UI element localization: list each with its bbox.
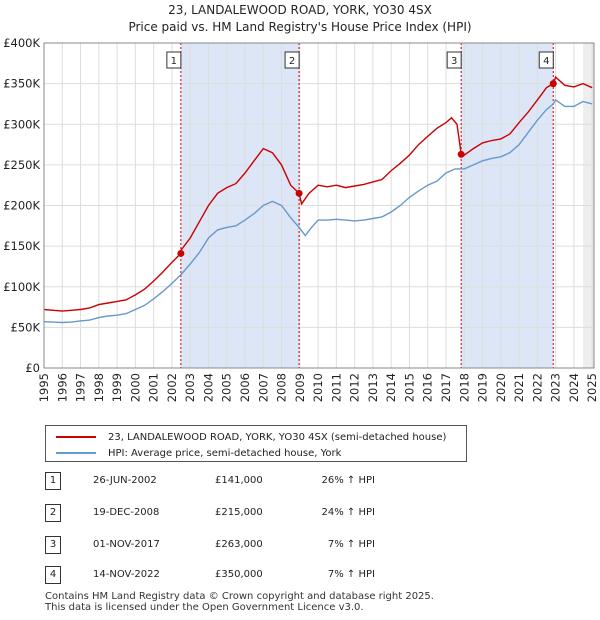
footer: Contains HM Land Registry data © Crown c… (45, 591, 434, 613)
x-tick-label: 2024 (567, 373, 581, 402)
table-row: 4 14-NOV-2022 £350,000 7% ↑ HPI (45, 566, 445, 584)
transaction-date: 01-NOV-2017 (93, 539, 160, 550)
chart-title: 23, LANDALEWOOD ROAD, YORK, YO30 4SX (168, 3, 432, 17)
footer-copyright: Contains HM Land Registry data © Crown c… (45, 591, 434, 602)
table-row: 1 26-JUN-2002 £141,000 26% ↑ HPI (45, 472, 445, 490)
x-tick-label: 2012 (348, 373, 362, 402)
x-tick-label: 1999 (110, 373, 124, 402)
legend: 23, LANDALEWOOD ROAD, YORK, YO30 4SX (se… (45, 425, 467, 462)
table-row: 2 19-DEC-2008 £215,000 24% ↑ HPI (45, 504, 445, 522)
x-tick-label: 2004 (201, 373, 215, 402)
transaction-number-label: 1 (171, 56, 177, 67)
transaction-marker (177, 249, 185, 257)
x-tick-label: 2008 (275, 373, 289, 402)
y-tick-label: £100K (3, 280, 40, 294)
x-tick-label: 2025 (585, 373, 599, 402)
x-tick-label: 2003 (183, 373, 197, 402)
y-tick-label: £200K (3, 199, 40, 213)
x-tick-label: 2009 (293, 373, 307, 402)
legend-swatch-hpi (56, 452, 96, 454)
transaction-number-label: 4 (543, 56, 549, 67)
legend-item-hpi: HPI: Average price, semi-detached house,… (56, 445, 341, 461)
x-tick-label: 1995 (37, 373, 51, 402)
transaction-number: 3 (45, 536, 61, 554)
x-tick-label: 2023 (549, 373, 563, 402)
y-tick-label: £150K (3, 239, 40, 253)
transaction-price: £350,000 (215, 569, 263, 580)
transaction-marker (549, 80, 557, 88)
x-tick-label: 2002 (165, 373, 179, 402)
x-tick-label: 1998 (92, 373, 106, 402)
x-tick-label: 2019 (476, 373, 490, 402)
transaction-number: 1 (45, 472, 61, 490)
x-tick-label: 2015 (402, 373, 416, 402)
x-tick-label: 2017 (439, 373, 453, 402)
x-tick-label: 2020 (494, 373, 508, 402)
transaction-date: 19-DEC-2008 (93, 507, 160, 518)
x-tick-label: 1996 (55, 373, 69, 402)
x-tick-label: 2007 (256, 373, 270, 402)
property-price-line (43, 75, 593, 312)
x-tick-label: 2014 (384, 373, 398, 402)
x-tick-label: 1997 (74, 373, 88, 402)
x-tick-label: 2018 (457, 373, 471, 402)
transaction-number-box (284, 51, 300, 69)
hpi-line (43, 98, 593, 324)
transaction-price: £141,000 (215, 475, 263, 486)
transaction-hpi-change: 7% ↑ HPI (327, 569, 375, 580)
transaction-date: 26-JUN-2002 (93, 475, 157, 486)
transaction-number-box (538, 51, 554, 69)
transaction-number-label: 3 (451, 56, 457, 67)
transaction-hpi-change: 24% ↑ HPI (321, 507, 375, 518)
transaction-marker (295, 189, 303, 197)
table-row: 3 01-NOV-2017 £263,000 7% ↑ HPI (45, 536, 445, 554)
y-tick-label: £0 (25, 361, 40, 375)
transaction-date: 14-NOV-2022 (93, 569, 160, 580)
transaction-price: £263,000 (215, 539, 263, 550)
plot-frame (43, 42, 595, 369)
x-tick-label: 2013 (366, 373, 380, 402)
transaction-number: 2 (45, 504, 61, 522)
legend-item-property: 23, LANDALEWOOD ROAD, YORK, YO30 4SX (se… (56, 429, 446, 445)
chart-subtitle: Price paid vs. HM Land Registry's House … (128, 20, 471, 34)
transaction-number-box (446, 51, 462, 69)
x-tick-label: 2021 (512, 373, 526, 402)
x-tick-label: 2005 (220, 373, 234, 402)
legend-label-property: 23, LANDALEWOOD ROAD, YORK, YO30 4SX (se… (108, 431, 447, 443)
legend-swatch-property (56, 436, 96, 438)
price-chart: 23, LANDALEWOOD ROAD, YORK, YO30 4SX Pri… (3, 3, 599, 402)
y-tick-label: £350K (3, 77, 40, 91)
footer-licence: This data is licensed under the Open Gov… (45, 602, 364, 613)
x-tick-label: 2010 (311, 373, 325, 402)
x-tick-label: 2001 (147, 373, 161, 402)
transaction-number-label: 2 (289, 56, 295, 67)
transaction-price: £215,000 (215, 507, 263, 518)
x-tick-label: 2006 (238, 373, 252, 402)
transaction-number: 4 (45, 566, 61, 584)
x-tick-label: 2022 (530, 373, 544, 402)
y-tick-label: £400K (3, 36, 40, 50)
x-tick-label: 2016 (421, 373, 435, 402)
legend-label-hpi: HPI: Average price, semi-detached house,… (108, 447, 342, 459)
x-tick-label: 2011 (329, 373, 343, 402)
transaction-hpi-change: 7% ↑ HPI (327, 539, 375, 550)
y-tick-label: £250K (3, 158, 40, 172)
transaction-marker (457, 150, 465, 158)
y-tick-label: £300K (3, 117, 40, 131)
transaction-hpi-change: 26% ↑ HPI (321, 475, 375, 486)
y-tick-label: £50K (11, 320, 41, 334)
transaction-number-box (166, 51, 182, 69)
x-tick-label: 2000 (128, 373, 142, 402)
